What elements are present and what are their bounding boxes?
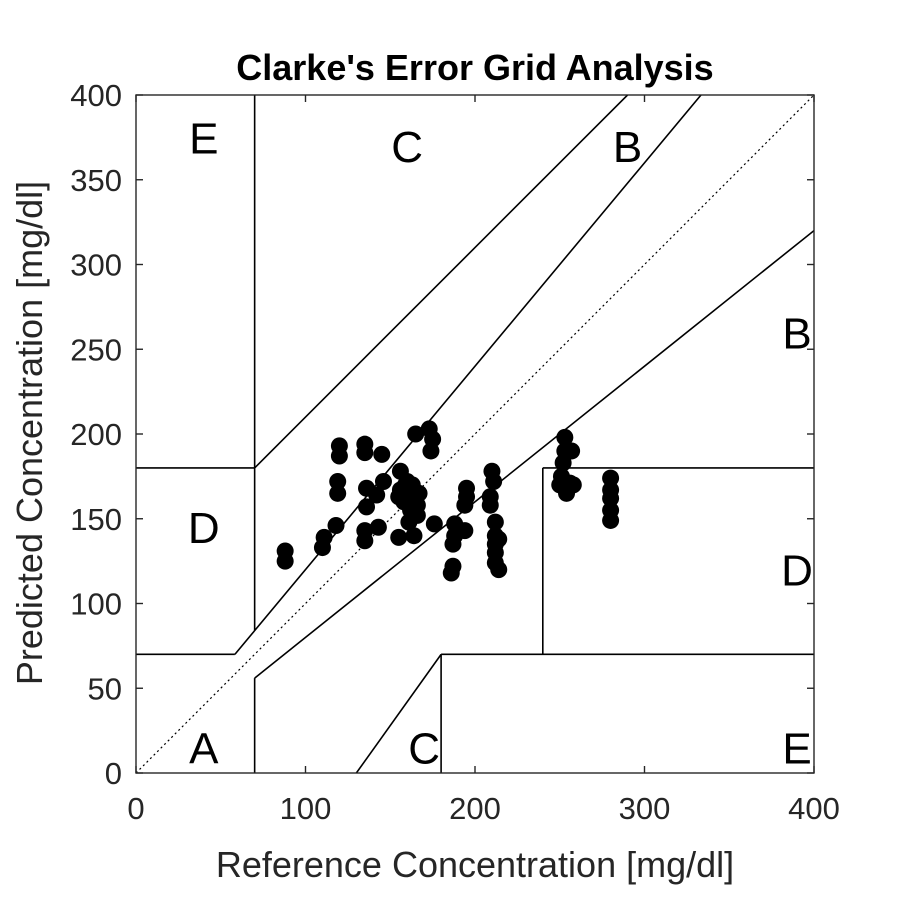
zone-labels: A B B C C D D E E	[188, 114, 813, 773]
y-tick-label: 150	[70, 502, 122, 537]
data-point	[602, 481, 620, 499]
data-point	[407, 425, 425, 443]
data-point	[315, 528, 333, 546]
y-tick-label: 400	[70, 78, 122, 113]
identity-line	[136, 95, 814, 773]
zone-label-c: C	[391, 123, 423, 172]
data-point	[358, 498, 376, 516]
data-point	[485, 472, 503, 490]
data-point	[424, 430, 442, 448]
data-point	[329, 484, 347, 502]
axes: 0 100 200 300 400 0 50 100 150 200 250 300 350 400	[70, 78, 840, 826]
y-tick-label: 300	[70, 248, 122, 283]
data-point	[481, 488, 499, 506]
data-point	[458, 479, 476, 497]
data-point	[330, 437, 348, 455]
data-point	[276, 542, 294, 560]
data-point	[563, 442, 581, 460]
x-axis-label: Reference Concentration [mg/dl]	[216, 844, 734, 885]
zone-label-e: E	[782, 725, 811, 774]
zone-boundary-line	[254, 95, 629, 469]
zone-boundary-line	[355, 653, 442, 773]
data-point	[444, 557, 462, 575]
chart-title: Clarke's Error Grid Analysis	[236, 47, 713, 88]
y-tick-label: 200	[70, 417, 122, 452]
zone-label-b: B	[613, 123, 642, 172]
data-point	[390, 528, 408, 546]
y-tick-label: 50	[88, 671, 122, 706]
y-axis-label: Predicted Concentration [mg/dl]	[9, 181, 50, 685]
zone-label-c: C	[408, 725, 440, 774]
x-tick-label: 300	[619, 791, 671, 826]
y-tick-label: 250	[70, 332, 122, 367]
x-tick-label: 200	[449, 791, 501, 826]
data-points	[276, 420, 620, 582]
data-point	[425, 515, 443, 533]
zone-label-e: E	[189, 114, 218, 163]
data-point	[329, 472, 347, 490]
data-point	[602, 501, 620, 519]
data-point	[374, 472, 392, 490]
data-point	[556, 428, 574, 446]
y-tick-label: 0	[105, 756, 122, 791]
data-point	[327, 517, 345, 535]
data-point	[356, 522, 374, 540]
x-tick-label: 0	[127, 791, 144, 826]
data-point	[490, 530, 508, 548]
data-point	[356, 435, 374, 453]
x-tick-label: 400	[788, 791, 840, 826]
zone-label-a: A	[189, 725, 219, 774]
data-point	[564, 476, 582, 494]
zone-label-d: D	[781, 547, 813, 596]
data-point	[602, 469, 620, 487]
zone-label-d: D	[188, 504, 220, 553]
zone-lines	[136, 95, 814, 773]
zone-boundary-line	[234, 95, 702, 655]
zone-label-b: B	[782, 309, 811, 358]
data-point	[369, 518, 387, 536]
zone-boundary-line	[254, 229, 814, 679]
data-point	[490, 561, 508, 579]
x-tick-label: 100	[280, 791, 332, 826]
data-point	[405, 527, 423, 545]
y-tick-label: 100	[70, 587, 122, 622]
y-tick-label: 350	[70, 163, 122, 198]
data-point	[486, 513, 504, 531]
data-point	[368, 486, 386, 504]
data-point	[410, 484, 428, 502]
data-point	[456, 522, 474, 540]
data-point	[373, 445, 391, 463]
